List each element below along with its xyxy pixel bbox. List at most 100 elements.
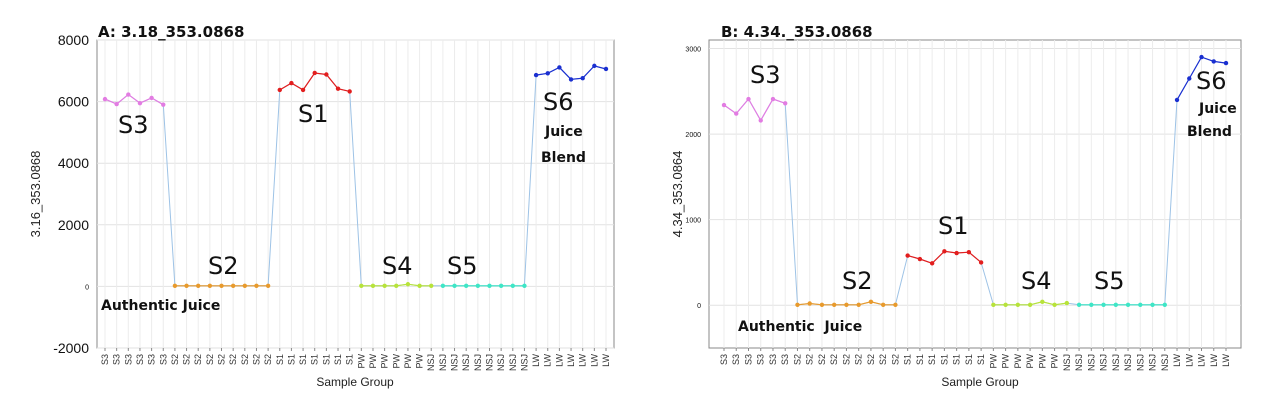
data-point [758, 118, 763, 123]
data-point [1125, 302, 1131, 307]
data-point [219, 283, 224, 288]
data-point [324, 72, 329, 77]
annotation-a-authentic-juice: Authentic Juice [101, 298, 220, 314]
data-point [795, 302, 800, 307]
series-line-1 [723, 97, 786, 122]
x-tick-label: PW [1001, 353, 1011, 368]
data-point [746, 96, 751, 102]
data-point [1064, 300, 1070, 306]
data-point [1089, 302, 1094, 307]
data-point [545, 71, 550, 76]
data-point [137, 100, 143, 106]
data-point [300, 87, 306, 93]
data-point [580, 75, 585, 81]
annotation-a-juice: Juice [544, 124, 583, 140]
data-point [1223, 60, 1229, 66]
data-point [254, 283, 259, 288]
y-tick-label: 0 [85, 284, 89, 291]
data-point [844, 302, 849, 307]
annotation-a-s5: S5 [447, 252, 478, 280]
data-point [1076, 302, 1082, 307]
x-tick-label: PW [1025, 353, 1035, 368]
data-point [370, 283, 376, 288]
x-tick-label: S1 [298, 354, 308, 365]
x-tick-label: NSJ [1135, 354, 1145, 371]
x-ticks-b: S3 S3 S3 S3 S3 S3 S2 S2 S2 S2 S2 S2 S2 S2 S2 S1 S1 S1 S1 S1… [719, 348, 1231, 371]
x-tick-label: LW [554, 354, 564, 367]
y-axis-label-b: 4.34_353.0864 [670, 151, 685, 238]
data-point [242, 283, 248, 288]
x-tick-label: S1 [345, 354, 355, 365]
data-point [954, 250, 959, 256]
data-point [172, 283, 178, 288]
chart-title-a: A: 3.18_353.0868 [98, 23, 244, 41]
data-point [991, 302, 996, 307]
chart-title-b: B: 4.34._353.0868 [721, 23, 873, 41]
data-point [819, 302, 825, 307]
x-tick-label: S2 [805, 354, 815, 365]
x-tick-label: LW [1209, 354, 1219, 367]
x-tick-label: S1 [976, 354, 986, 365]
connector-line [723, 56, 1227, 306]
x-tick-label: S1 [927, 354, 937, 365]
x-tick-label: S3 [719, 354, 729, 365]
data-point [510, 283, 515, 288]
x-tick-label: LW [589, 354, 599, 367]
y-ticks-b: 0 1000 2000 3000 [685, 47, 701, 311]
x-tick-label: S3 [780, 354, 790, 365]
x-tick-label: PW [988, 353, 998, 368]
x-tick-label: S1 [903, 354, 913, 365]
x-tick-label: LW [578, 354, 588, 367]
x-tick-label: S1 [321, 354, 331, 365]
data-point [184, 283, 189, 288]
x-tick-label: S2 [829, 354, 839, 365]
series-line-1 [104, 93, 164, 106]
data-point [942, 249, 947, 254]
x-tick-label: S2 [182, 354, 192, 365]
annotation-a-s3: S3 [118, 111, 149, 139]
data-point [1174, 97, 1180, 103]
data-point [603, 66, 609, 72]
x-tick-label: LW [543, 354, 553, 367]
x-tick-label: NSJ [508, 354, 518, 371]
y-tick-label: 0 [697, 303, 701, 310]
data-point [592, 63, 597, 69]
x-tick-label: LW [1197, 354, 1207, 367]
y-tick-label: 2000 [58, 217, 89, 233]
y-tick-label: 6000 [58, 94, 89, 110]
data-point [929, 261, 935, 266]
x-tick-label: S3 [158, 354, 168, 365]
x-tick-label: PW [1050, 353, 1060, 368]
data-point [533, 72, 539, 78]
data-point [126, 92, 131, 97]
x-ticks-a: S3 S3 S3 S3 S3 S3 S2 S2 S2 S2 S2 S2 S2 S2 S2 S1 S1 S1 S1 S1… [100, 348, 611, 371]
data-point [893, 302, 898, 307]
data-point [1113, 302, 1119, 307]
x-tick-label: S1 [275, 354, 285, 365]
series-lines-a [104, 65, 607, 287]
x-tick-label: LW [1172, 354, 1182, 367]
y-tick-label: -2000 [53, 340, 89, 356]
annotation-b-s4: S4 [1021, 267, 1052, 295]
x-tick-label: NSJ [438, 354, 448, 371]
x-tick-label: S1 [310, 354, 320, 365]
x-tick-label: NSJ [484, 354, 494, 371]
data-point [783, 101, 788, 106]
y-ticks-a: -2000 0 2000 4000 6000 8000 [53, 32, 89, 356]
data-point [1101, 302, 1106, 307]
data-point [498, 283, 504, 288]
x-tick-label: S1 [286, 354, 296, 365]
x-tick-label: LW [601, 354, 611, 367]
data-point [1150, 302, 1155, 307]
annotation-b-s1: S1 [938, 212, 969, 240]
x-tick-label: S2 [193, 354, 203, 365]
x-tick-label: S3 [756, 354, 766, 365]
x-tick-label: PW [415, 353, 425, 368]
annotation-b-s6: S6 [1196, 67, 1227, 95]
x-tick-label: S2 [251, 354, 261, 365]
x-tick-label: S1 [333, 354, 343, 365]
x-tick-label: S2 [217, 354, 227, 365]
x-axis-label-a: Sample Group [316, 375, 394, 389]
